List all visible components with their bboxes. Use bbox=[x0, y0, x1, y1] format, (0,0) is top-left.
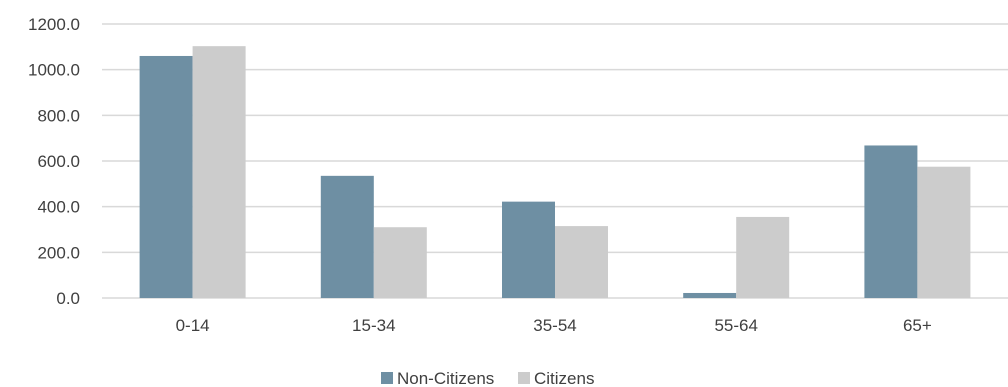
bar-non-citizens-35-54 bbox=[502, 201, 555, 298]
y-tick-label: 0.0 bbox=[56, 289, 80, 308]
bar-citizens-55-64 bbox=[736, 216, 790, 298]
legend: Non-Citizens Citizens bbox=[381, 369, 594, 387]
bar-non-citizens-15-34 bbox=[320, 175, 374, 298]
bar-non-citizens-55-64 bbox=[683, 292, 737, 298]
legend-label: Non-Citizens bbox=[397, 369, 494, 387]
bars bbox=[139, 46, 971, 299]
y-tick-label: 600.0 bbox=[37, 152, 80, 171]
y-tick-label: 1200.0 bbox=[28, 15, 80, 34]
x-tick-label: 0-14 bbox=[176, 316, 210, 335]
legend-swatch bbox=[518, 372, 530, 384]
x-tick-label: 55-64 bbox=[714, 316, 757, 335]
legend-swatch bbox=[381, 372, 393, 384]
bar-non-citizens-65- bbox=[864, 145, 918, 298]
y-axis-tick-labels: 0.0 200.0 400.0 600.0 800.0 1000.0 1200.0 bbox=[28, 15, 80, 308]
y-tick-label: 400.0 bbox=[37, 198, 80, 217]
y-tick-label: 800.0 bbox=[37, 106, 80, 125]
x-tick-label: 65+ bbox=[903, 316, 932, 335]
x-tick-label: 15-34 bbox=[352, 316, 395, 335]
bar-citizens-35-54 bbox=[555, 226, 608, 298]
x-axis-tick-labels: 0-14 15-34 35-54 55-64 65+ bbox=[176, 316, 932, 335]
bar-citizens-0-14 bbox=[192, 46, 246, 299]
bar-non-citizens-0-14 bbox=[139, 55, 193, 298]
legend-label: Citizens bbox=[534, 369, 594, 387]
y-tick-label: 200.0 bbox=[37, 243, 80, 262]
y-tick-label: 1000.0 bbox=[28, 61, 80, 80]
bar-citizens-15-34 bbox=[373, 227, 427, 298]
x-tick-label: 35-54 bbox=[533, 316, 576, 335]
bar-citizens-65- bbox=[917, 166, 971, 298]
